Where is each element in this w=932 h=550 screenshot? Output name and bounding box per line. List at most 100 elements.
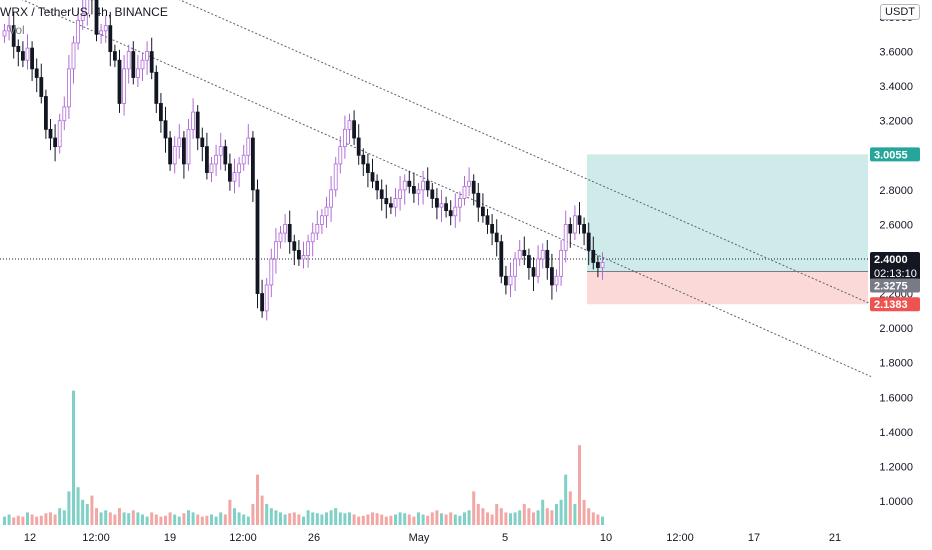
candle-body [513, 258, 517, 277]
volume-bar [573, 504, 577, 525]
volume-bar [242, 514, 246, 525]
candle-body [416, 189, 421, 194]
volume-bar [62, 510, 66, 525]
volume-bar [334, 508, 338, 525]
volume-bar [380, 514, 384, 525]
candle-body [181, 137, 186, 165]
candle-body [319, 215, 324, 225]
currency-badge[interactable]: USDT [880, 4, 920, 20]
volume-bar [582, 499, 586, 525]
volume-bar [384, 516, 388, 525]
volume-bar [26, 512, 29, 525]
candle-body [586, 232, 591, 251]
volume-bar [67, 491, 71, 525]
candle-body [200, 137, 205, 148]
volume-bar [412, 516, 416, 525]
volume-bar [214, 516, 218, 525]
candle-body [522, 249, 527, 256]
volume-bar [394, 514, 397, 525]
time-axis[interactable]: 12 12:00 19 12:00 26 May 5 10 12:00 17 21 [24, 532, 841, 544]
volume-bar [283, 514, 287, 525]
volume-bar [444, 514, 448, 525]
candle-body [398, 189, 403, 199]
volume-bar [578, 445, 581, 525]
candle-body [411, 185, 416, 194]
candle-body [80, 13, 85, 21]
volume-bar [141, 514, 144, 525]
candle-body [2, 30, 7, 37]
candle-body [324, 206, 329, 217]
volume-bar [279, 512, 282, 525]
volume-bar [233, 508, 236, 525]
price-tick-label: 1.6000 [879, 392, 913, 404]
candle-body [490, 224, 495, 234]
price-tick-label: 3.2000 [879, 116, 913, 128]
candle-body [596, 262, 600, 269]
symbol-title[interactable]: WRX / TetherUS, 4h, BINANCE [0, 5, 168, 19]
time-tick-label: 26 [308, 532, 320, 544]
volume-bar [536, 510, 540, 525]
volume-bar [210, 514, 213, 525]
volume-bar [421, 514, 425, 525]
volume-bar [35, 516, 39, 525]
candle-body [559, 249, 563, 277]
volume-bar [559, 499, 563, 525]
volume-bar [58, 508, 62, 525]
candle-body [370, 172, 375, 182]
volume-bar [131, 510, 135, 525]
volume-bar [375, 513, 379, 525]
volume-bar [127, 513, 131, 525]
last-price-label-bg [870, 252, 920, 280]
candle-body [292, 241, 297, 251]
target-price-label-bg [870, 147, 920, 162]
volume-bar [315, 513, 319, 525]
candle-body [53, 137, 57, 148]
candle-body [154, 71, 159, 104]
candle-body [462, 185, 467, 199]
candle-body [508, 275, 513, 286]
volume-bar [545, 508, 549, 525]
volume-bar [430, 512, 434, 525]
candle-body [140, 59, 145, 70]
candle-body [568, 224, 573, 234]
candle-body [117, 59, 122, 104]
trendlines[interactable] [3, 0, 872, 377]
candle-body [444, 203, 449, 212]
candle-body [255, 189, 260, 294]
volume-bar [398, 512, 402, 525]
candle-body [269, 258, 274, 286]
volume-bar [200, 516, 204, 525]
volume-bar [564, 474, 568, 525]
candle-body [494, 232, 499, 243]
candle-body [273, 241, 278, 260]
candle-body [527, 255, 531, 269]
long-position-tool[interactable] [0, 154, 868, 305]
candle-body [476, 192, 481, 208]
candle-body [600, 262, 605, 269]
candle-body [480, 206, 485, 217]
candle-body [168, 137, 173, 165]
candle-body [67, 68, 71, 108]
candle-body [122, 68, 126, 104]
price-tick-label: 3.6000 [879, 47, 913, 59]
candle-body [283, 224, 288, 234]
price-tick-label: 1.0000 [879, 496, 913, 508]
volume-bar [306, 510, 310, 525]
volume-bar [472, 491, 476, 525]
candle-body [191, 111, 196, 130]
volume-bar [329, 510, 333, 525]
target-price-label: 3.0055 [874, 149, 908, 161]
stop-price-label: 2.1383 [874, 299, 908, 311]
volume-bar [591, 512, 595, 525]
volume-bar [3, 516, 6, 525]
volume-bar [568, 491, 572, 525]
volume-bar [269, 508, 273, 525]
volume-bar [265, 504, 269, 525]
time-tick-label: 12:00 [666, 532, 694, 544]
time-tick-label: 10 [600, 532, 612, 544]
volume-bar [39, 515, 43, 525]
volume-bar [481, 508, 485, 525]
candle-body [545, 249, 550, 269]
candle-body [126, 51, 131, 70]
